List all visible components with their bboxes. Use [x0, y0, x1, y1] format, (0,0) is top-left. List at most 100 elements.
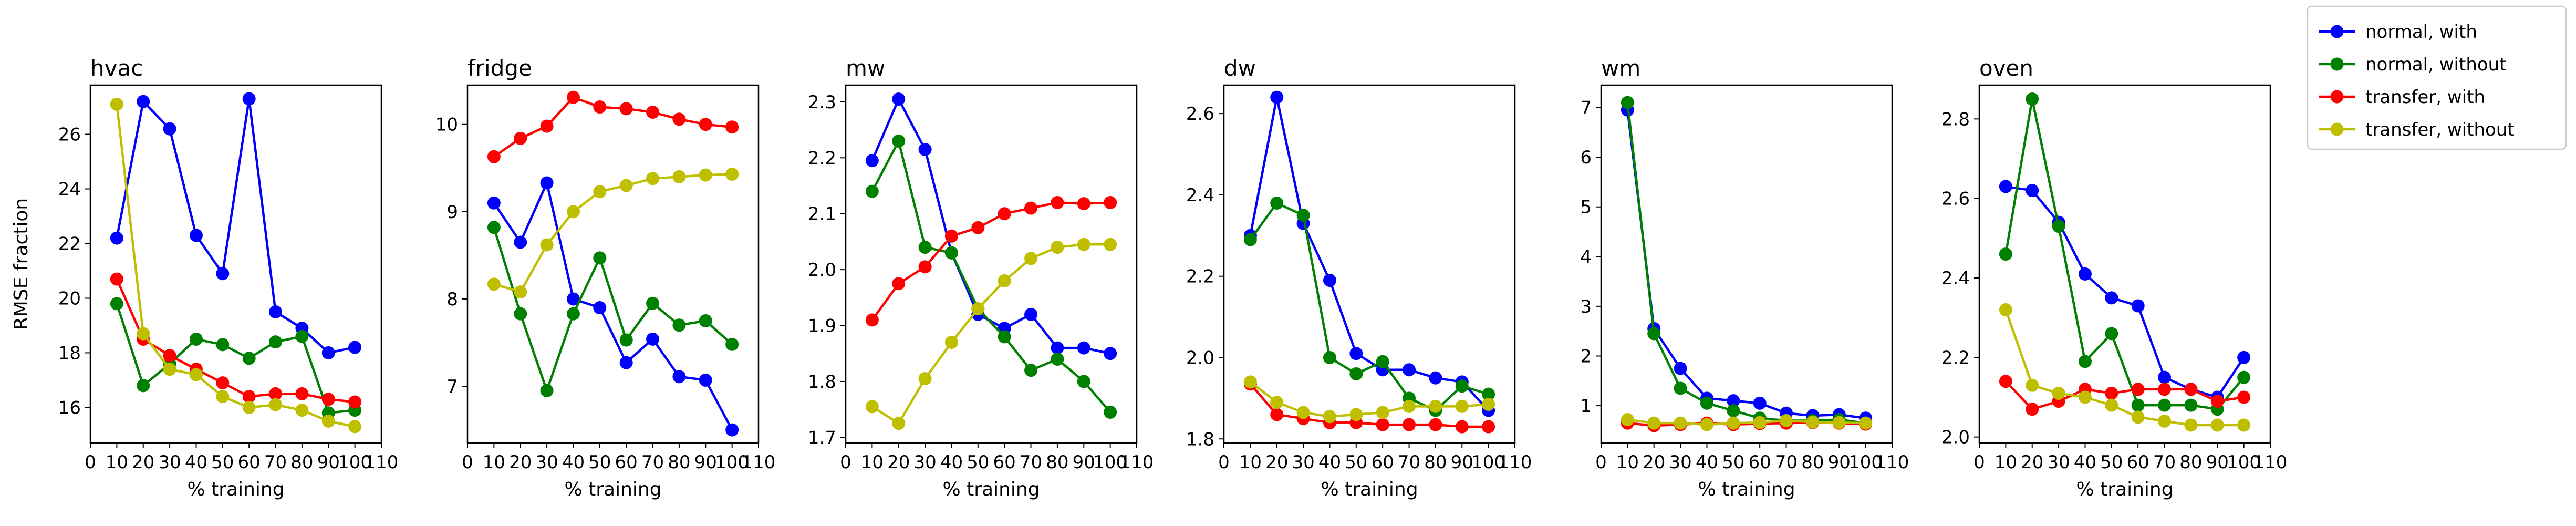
data-point [1403, 418, 1416, 431]
x-tick-label: 30 [158, 452, 181, 473]
data-point [1376, 418, 1389, 431]
x-tick-label: 90 [1073, 452, 1095, 473]
data-point [1753, 396, 1767, 410]
y-tick-label: 7 [1580, 98, 1592, 119]
data-point [540, 238, 554, 252]
data-point [1621, 96, 1634, 109]
x-tick-label: 20 [887, 452, 910, 473]
y-tick-label: 22 [58, 234, 81, 255]
data-point [2237, 370, 2251, 384]
axes-frame [466, 84, 760, 444]
data-point [2158, 383, 2172, 396]
x-tick-label: 40 [2074, 452, 2096, 473]
data-point [242, 92, 256, 106]
x-tick-label: 40 [940, 452, 963, 473]
y-tick-label: 8 [446, 289, 458, 310]
legend: normal, with normal, without transfer, wit… [2307, 5, 2567, 150]
x-tick-label: 10 [1616, 452, 1639, 473]
y-tick-label: 2.8 [1941, 109, 1970, 130]
x-tick-label: 30 [2047, 452, 2070, 473]
y-tick-label: 10 [435, 115, 458, 136]
data-point [944, 335, 958, 349]
legend-label: normal, without [2365, 54, 2507, 75]
data-point [2052, 220, 2065, 233]
series-line [116, 303, 355, 415]
data-point [1806, 415, 1820, 429]
axes-frame [845, 84, 1138, 444]
y-tick-label: 18 [58, 343, 81, 364]
legend-entry: normal, with [2319, 22, 2477, 43]
data-point [487, 196, 501, 210]
data-point [2105, 386, 2118, 400]
y-tick-label: 5 [1580, 197, 1592, 218]
x-tick-label: 80 [1424, 452, 1447, 473]
y-tick-label: 2.2 [1941, 347, 1970, 368]
x-tick-label: 10 [483, 452, 505, 473]
data-point [1859, 416, 1873, 430]
data-point [1429, 418, 1442, 431]
x-tick-label: 80 [1046, 452, 1068, 473]
data-point [1051, 352, 1064, 366]
data-point [1455, 399, 1469, 413]
data-point [646, 105, 660, 119]
data-point [163, 363, 176, 376]
data-point [269, 398, 283, 411]
series-normal-without [487, 221, 739, 397]
x-tick-label: 110 [1120, 452, 1154, 473]
data-point [1296, 406, 1310, 419]
y-axis-label: RMSE fraction [11, 198, 32, 330]
legend-label: normal, with [2365, 22, 2477, 43]
series-line [116, 104, 356, 428]
data-point [110, 297, 123, 311]
data-point [2210, 418, 2224, 432]
y-tick-label: 2.0 [1186, 347, 1214, 368]
data-point [619, 356, 633, 369]
data-point [725, 167, 739, 181]
data-point [699, 373, 712, 387]
series-line [493, 181, 733, 431]
x-axis-label: % training [1698, 479, 1795, 500]
data-point [269, 335, 283, 349]
legend-label: transfer, without [2365, 119, 2515, 140]
data-point [1104, 347, 1117, 360]
x-tick-label: 80 [668, 452, 690, 473]
x-tick-label: 0 [462, 452, 473, 473]
legend-entry: normal, without [2319, 54, 2507, 75]
data-point [269, 305, 283, 318]
y-tick-label: 2.3 [808, 92, 836, 113]
data-point [1024, 364, 1038, 377]
series-line [493, 227, 733, 392]
data-point [699, 168, 712, 182]
x-tick-label: 50 [967, 452, 989, 473]
data-point [725, 120, 739, 134]
y-tick-label: 24 [58, 179, 81, 200]
data-point [110, 272, 123, 286]
data-point [2158, 414, 2172, 428]
data-point [672, 370, 686, 384]
data-point [137, 95, 150, 108]
x-tick-label: 0 [1595, 452, 1607, 473]
y-tick-label: 1.9 [808, 316, 836, 337]
data-point [1270, 396, 1284, 409]
y-tick-label: 2.0 [1941, 427, 1970, 448]
data-point [646, 296, 660, 310]
legend-marker [2330, 90, 2344, 104]
data-point [1024, 307, 1038, 321]
series-line [871, 140, 1112, 413]
data-point [1780, 414, 1793, 427]
data-point [619, 102, 633, 116]
data-point [619, 179, 633, 192]
data-point [216, 376, 230, 390]
x-axis-label: % training [564, 479, 661, 500]
data-point [110, 97, 123, 111]
data-point [1051, 241, 1064, 254]
x-tick-label: 60 [1372, 452, 1394, 473]
data-point [725, 423, 739, 437]
x-tick-label: 80 [2179, 452, 2202, 473]
data-point [2158, 398, 2172, 412]
series-transfer-with [487, 90, 739, 163]
data-point [2105, 398, 2118, 412]
data-point [1999, 247, 2012, 261]
